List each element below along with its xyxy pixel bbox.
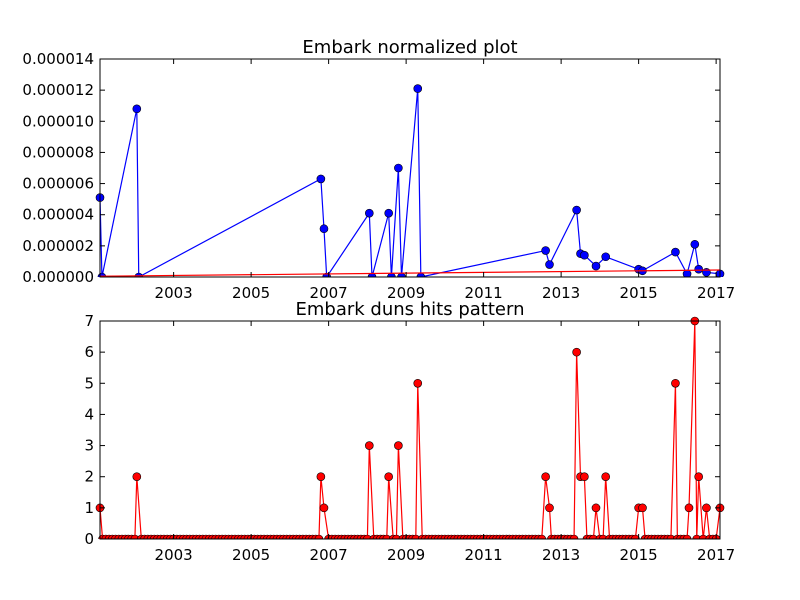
x-tick-label: 2009 [387,284,425,302]
data-point [631,534,640,539]
axes-frame [99,320,721,540]
data-point [569,534,579,539]
data-point [671,378,680,388]
y-tick-label: 0.000002 [22,237,94,255]
data-point [601,472,610,482]
data-point [130,534,140,539]
chart-title: Embark duns hits pattern [296,299,525,320]
chart-normalized-plot: Embark normalized plot 2003 2005 2007 2009 2… [22,37,735,302]
x-tick-label: 2003 [155,284,193,302]
data-point [580,250,589,260]
data-point [413,84,423,93]
data-point [132,104,142,114]
data-point [666,534,676,539]
y-tick-label: 0.000000 [22,268,94,286]
y-tick-label: 0.000012 [22,81,94,99]
x-tick-label: 2011 [465,284,503,302]
data-point [316,174,326,184]
series-line [99,269,721,277]
y-tick-label: 2 [84,468,94,486]
y-tick-label: 0.000014 [22,50,94,68]
chart-title: Embark normalized plot [302,37,517,58]
data-point [365,208,374,218]
x-tick-label: 2017 [697,284,735,302]
x-tick-label: 2015 [620,546,658,564]
data-point [545,503,554,513]
y-tick-label: 1 [84,499,94,517]
y-tick-label: 0.000010 [22,112,94,130]
data-point [545,260,554,269]
data-point [694,264,703,274]
data-point [382,534,392,539]
data-point [692,534,702,539]
data-point [580,472,589,482]
y-tick-label: 6 [84,343,94,361]
y-tick-label: 5 [84,374,94,392]
data-point [319,503,329,513]
data-point [413,378,423,388]
y-tick-label: 3 [84,437,94,455]
axes: 2003 2005 2007 2009 2011 2013 2015 2017 0.000000… [22,50,735,302]
data-point [132,472,142,482]
data-point [698,534,708,539]
data-point [572,205,581,215]
x-tick-label: 2015 [620,284,658,302]
data-point [598,534,608,539]
data-point [316,472,326,482]
data-point [682,534,692,539]
data-point [638,503,647,513]
x-tick-label: 2017 [697,546,735,564]
x-tick-label: 2003 [155,546,193,564]
data-point [572,347,581,357]
y-tick-label: 4 [84,405,94,423]
data-point [684,503,694,513]
x-tick-label: 2005 [232,284,270,302]
data-point [591,503,601,513]
data-point [601,252,610,262]
x-tick-label: 2011 [465,546,503,564]
x-tick-label: 2007 [310,546,348,564]
data-point [319,224,329,234]
x-tick-label: 2007 [310,284,348,302]
data-point [541,246,550,255]
data-point [537,534,547,539]
axes-frame [99,58,721,278]
plot-area [95,84,725,277]
data-point [384,208,393,218]
data-point [690,240,700,249]
data-point [411,534,421,539]
data-point [314,534,324,539]
data-point [394,163,403,173]
y-tick-label: 7 [84,312,94,330]
data-point [694,472,703,482]
data-point [365,441,374,450]
axes: 2003 2005 2007 2009 2011 2013 2015 2017 0 1 2 3 4 5 6 7 [84,312,735,564]
x-tick-label: 2013 [542,284,580,302]
data-point [591,261,601,271]
data-point [392,534,401,539]
y-tick-label: 0.000004 [22,206,94,224]
data-point [541,472,550,482]
data-point [589,534,598,539]
x-tick-label: 2009 [387,546,425,564]
x-tick-label: 2013 [542,546,580,564]
chart-duns-hits-pattern: Embark duns hits pattern 2003 2005 2007 200… [84,299,735,564]
data-point [394,441,403,450]
y-tick-label: 0 [84,530,94,548]
plot-area [95,316,725,539]
data-point [363,534,372,539]
data-point [384,472,393,482]
y-tick-label: 0.000008 [22,143,94,161]
y-tick-label: 0.000006 [22,175,94,193]
x-tick-label: 2005 [232,546,270,564]
data-point [671,247,680,257]
data-point [702,503,711,513]
